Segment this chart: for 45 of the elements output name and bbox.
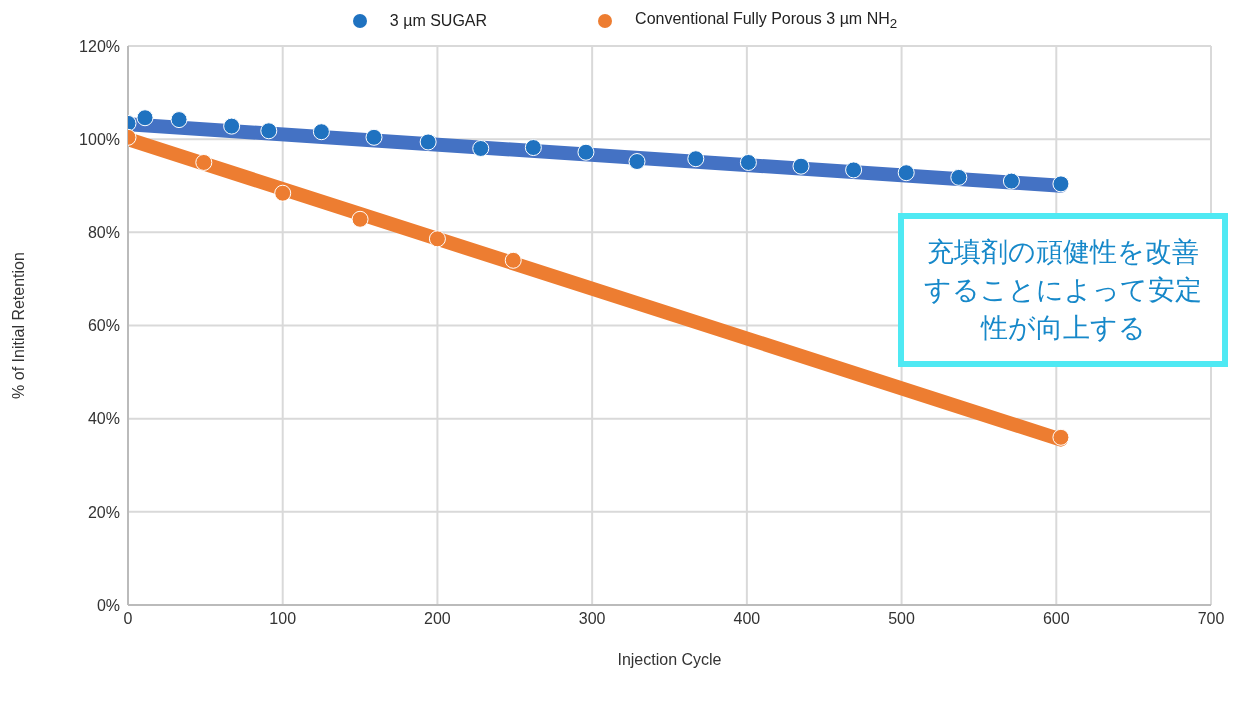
point <box>223 117 241 135</box>
y-tick-label: 80% <box>87 224 120 242</box>
y-tick-label: 120% <box>79 37 120 55</box>
point <box>792 157 810 175</box>
point <box>170 111 188 129</box>
point <box>428 230 446 248</box>
point <box>472 139 490 157</box>
point <box>419 133 437 151</box>
annotation: 充填剤の頑健性を改善することによって安定性が向上する <box>898 213 1228 367</box>
x-tick-label: 200 <box>424 610 451 628</box>
point <box>950 168 968 186</box>
y-tick-label: 60% <box>87 317 120 335</box>
point <box>687 150 705 168</box>
y-tick-label: 0% <box>96 596 120 614</box>
y-axis-title: % of Initial Retention <box>9 252 27 399</box>
point <box>312 123 330 141</box>
point <box>1052 175 1070 193</box>
point <box>1002 172 1020 190</box>
y-tick-label: 40% <box>87 410 120 428</box>
point <box>504 251 522 269</box>
x-tick-label: 100 <box>269 610 297 628</box>
x-tick-label: 700 <box>1197 610 1225 628</box>
point <box>195 153 213 171</box>
y-tick-label: 100% <box>79 130 120 148</box>
point <box>274 184 292 202</box>
x-tick-label: 300 <box>578 610 606 628</box>
point <box>365 128 383 146</box>
point <box>1052 428 1070 446</box>
point <box>524 139 542 157</box>
x-tick-label: 0 <box>123 610 133 628</box>
point <box>260 122 278 140</box>
legend-label: Conventional Fully Porous 3 µm NH$_{2}$ <box>635 10 898 32</box>
legend-label: 3 µm SUGAR <box>389 11 488 30</box>
point <box>897 164 915 182</box>
point <box>739 153 757 171</box>
point <box>577 143 595 161</box>
x-tick-label: 500 <box>888 610 916 628</box>
x-axis-title: Injection Cycle <box>617 651 722 668</box>
point <box>845 161 863 179</box>
point <box>628 153 646 171</box>
x-tick-label: 400 <box>733 610 761 628</box>
x-tick-label: 600 <box>1042 610 1070 628</box>
point <box>351 210 369 228</box>
y-tick-label: 20% <box>87 503 120 521</box>
point <box>136 109 154 127</box>
